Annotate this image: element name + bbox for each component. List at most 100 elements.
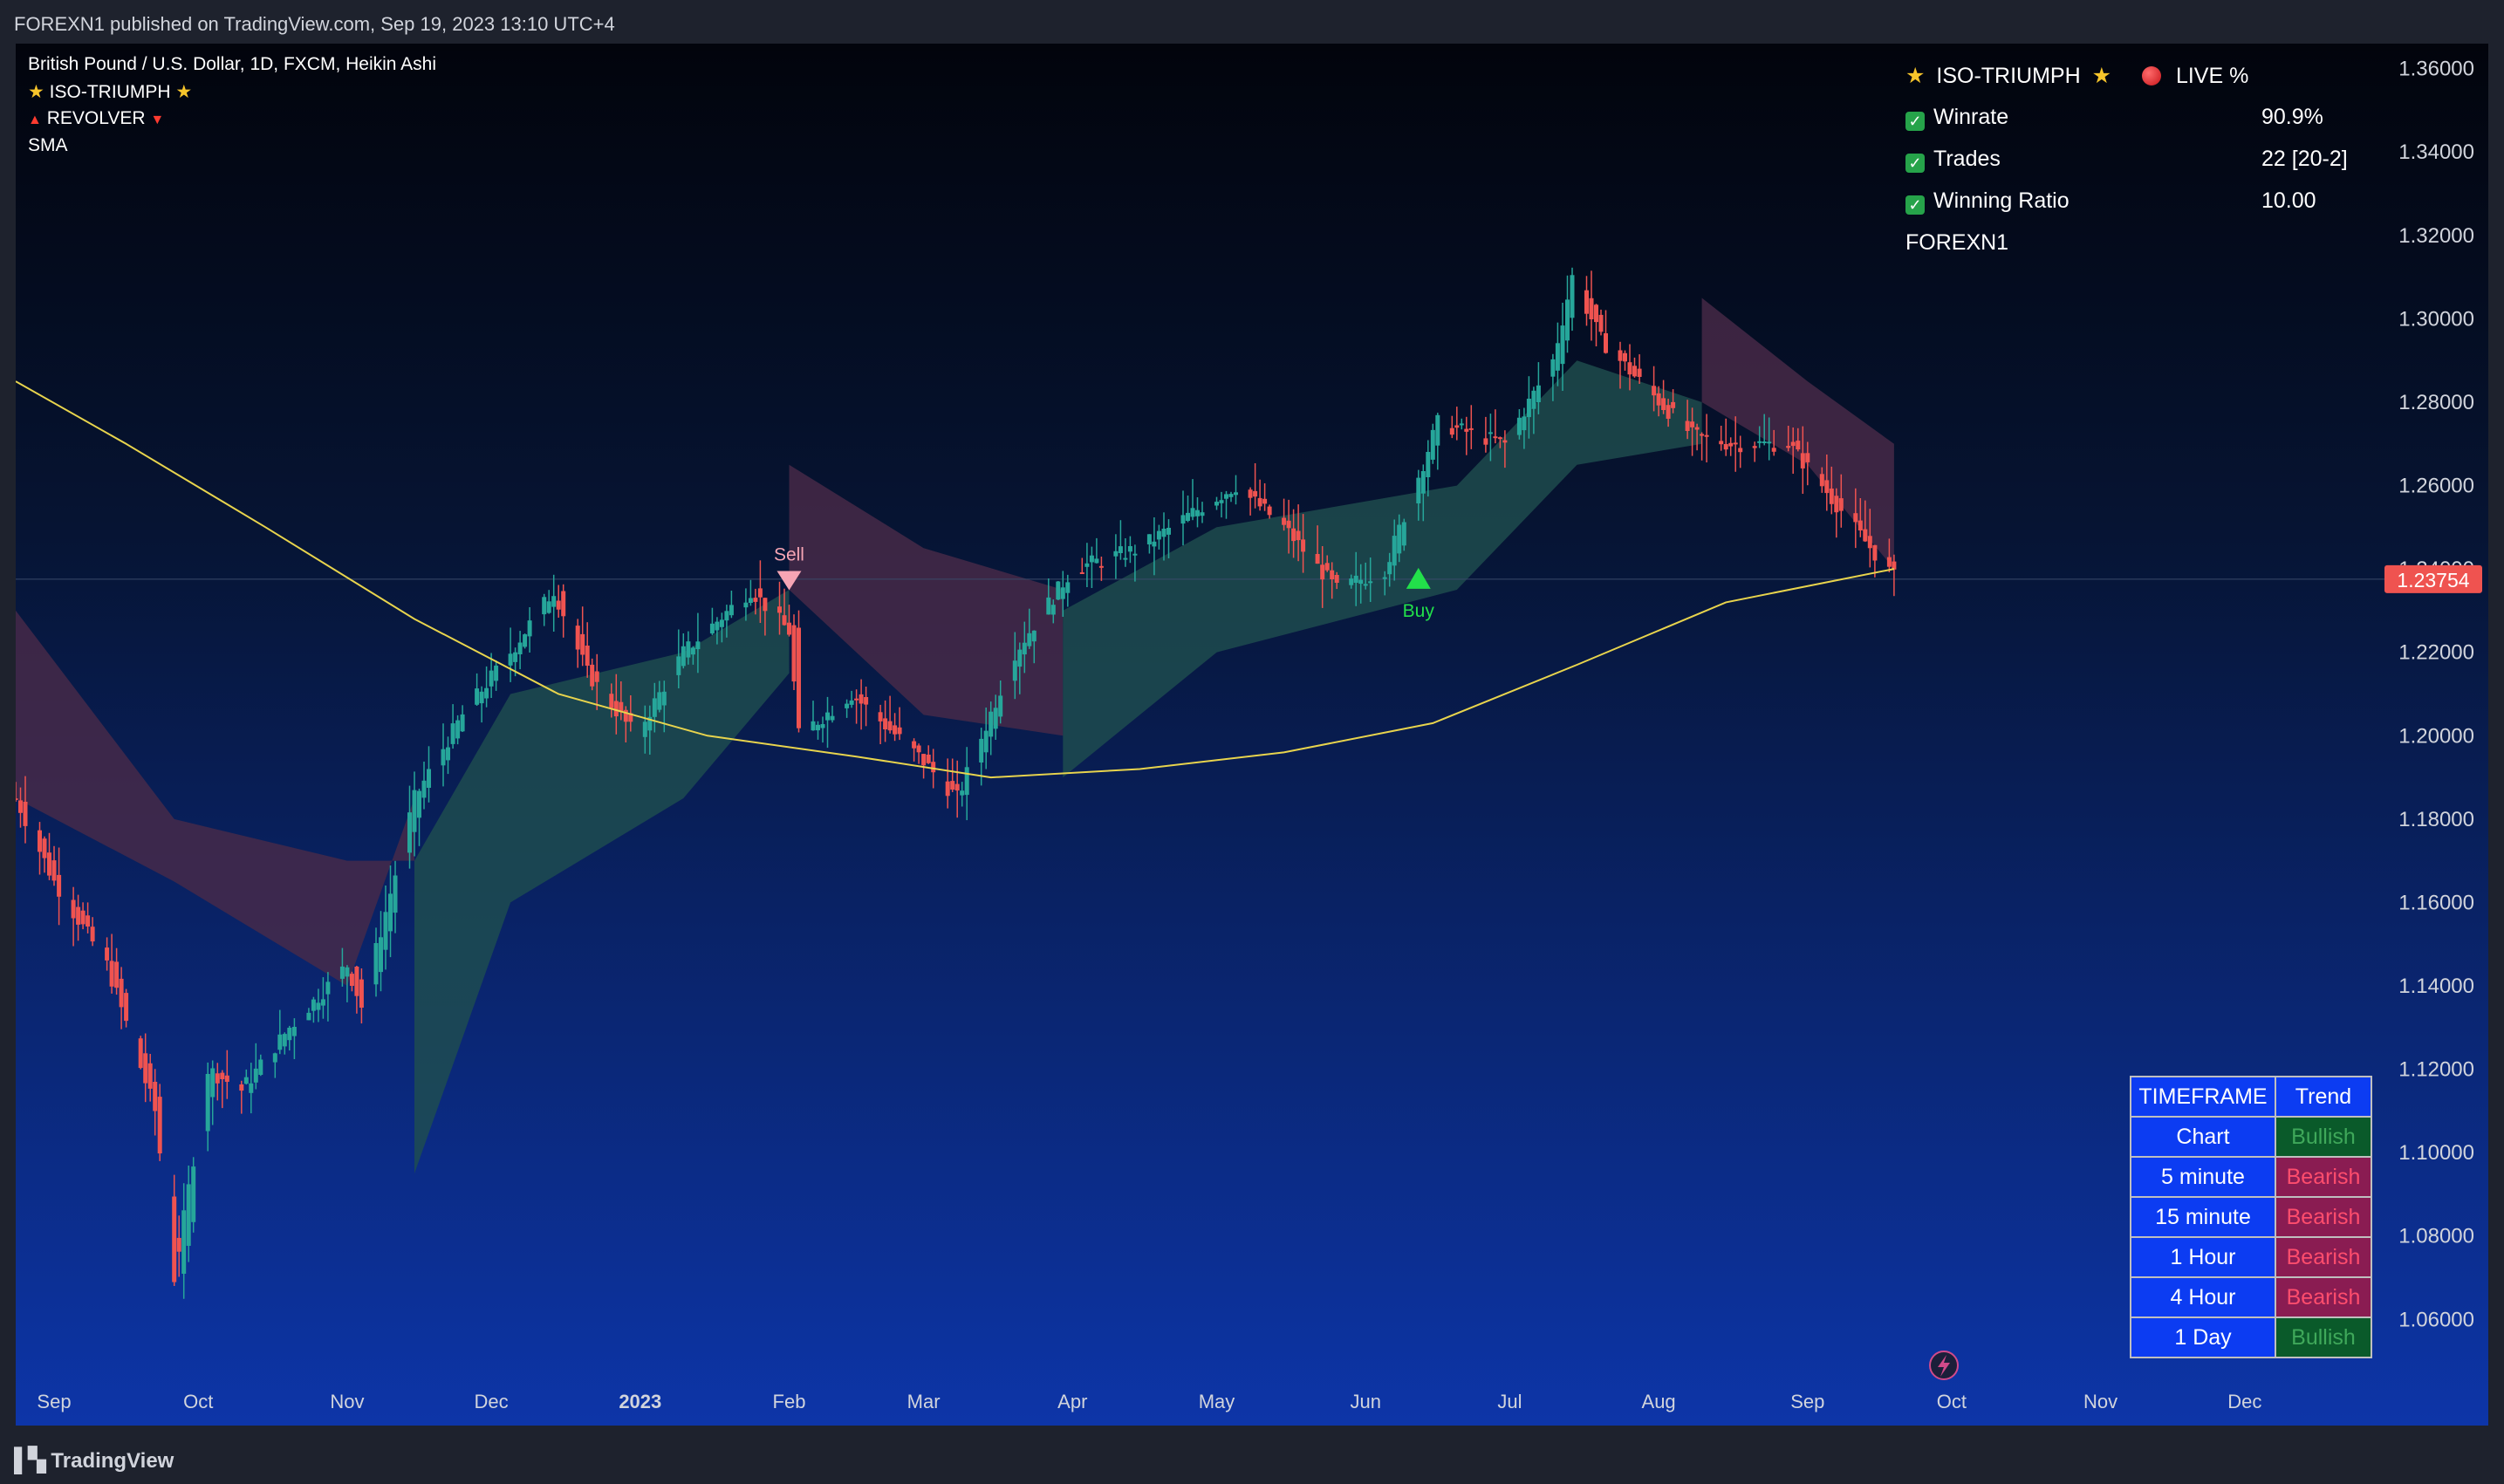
bull-candle: [979, 738, 984, 763]
bear-candle: [628, 713, 633, 722]
time-tick-label: Nov: [2083, 1391, 2117, 1412]
legend-iso-triumph[interactable]: ★ ISO-TRIUMPH ★: [28, 81, 192, 103]
bull-candle: [1349, 578, 1354, 585]
bull-candle: [983, 730, 989, 753]
bull-candle: [993, 708, 998, 729]
legend-revolver-label: REVOLVER: [46, 108, 146, 128]
bear-candle: [787, 622, 791, 635]
bear-candle: [921, 754, 927, 766]
bull-candle: [1132, 553, 1138, 556]
stats-value: 90.9%: [2261, 105, 2323, 129]
timeframe-cell: 1 Hour: [2130, 1236, 2276, 1278]
price-tick-label: 1.20000: [2398, 724, 2474, 748]
bear-candle: [1618, 350, 1623, 361]
trend-cell: Bearish: [2275, 1156, 2372, 1198]
checkmark-icon: ✓: [1905, 154, 1925, 173]
bear-candle: [1334, 575, 1339, 583]
bear-candle: [1637, 368, 1642, 377]
bull-candle: [1224, 494, 1228, 499]
bear-candle: [912, 741, 917, 749]
symbol-title[interactable]: British Pound / U.S. Dollar, 1D, FXCM, H…: [28, 54, 436, 74]
time-tick-label: Nov: [330, 1391, 364, 1412]
bull-candle: [186, 1184, 191, 1246]
time-tick-label: Apr: [1057, 1391, 1087, 1412]
bull-candle: [743, 602, 749, 608]
bear-candle: [575, 626, 580, 650]
price-tick-label: 1.08000: [2398, 1225, 2474, 1248]
legend-iso-triumph-label: ISO-TRIUMPH: [49, 82, 171, 102]
bull-candle: [339, 966, 345, 979]
bear-candle: [143, 1053, 148, 1084]
bear-candle: [138, 1038, 143, 1069]
legend-sma[interactable]: SMA: [28, 135, 68, 155]
stats-label: Winning Ratio: [1933, 188, 2070, 213]
signal-layer: Sell Buy: [774, 545, 1434, 621]
bear-candle: [585, 646, 590, 666]
footer-bar: ▌▚ TradingView: [0, 1431, 2504, 1484]
bear-candle: [1079, 572, 1084, 574]
stats-row-trades: ✓ Trades: [1905, 147, 2001, 173]
price-tick-label: 1.32000: [2398, 224, 2474, 248]
bull-candle: [647, 716, 653, 731]
bull-candle: [1012, 660, 1017, 681]
bear-candle: [42, 838, 47, 858]
bull-candle: [1536, 385, 1541, 402]
bull-candle: [210, 1068, 216, 1098]
bull-candle: [345, 967, 350, 977]
tradingview-logo[interactable]: ▌▚ TradingView: [14, 1446, 174, 1474]
bear-candle: [1666, 405, 1671, 419]
bear-candle: [1267, 506, 1272, 516]
bear-candle: [926, 755, 931, 763]
timeframe-cell: 5 minute: [2130, 1156, 2276, 1198]
table-row: 15 minute Bearish: [2130, 1196, 2372, 1238]
bear-candle: [1449, 427, 1454, 435]
bear-candle: [916, 745, 921, 753]
bear-candle: [1483, 438, 1488, 445]
legend-revolver[interactable]: ▲ REVOLVER ▼: [28, 108, 164, 129]
bull-candle: [1228, 494, 1234, 497]
time-tick-label: Mar: [907, 1391, 941, 1412]
bear-candle: [580, 633, 585, 655]
bull-candle: [989, 711, 994, 737]
stats-author: FOREXN1: [1905, 230, 2009, 255]
time-tick-label: Feb: [773, 1391, 806, 1412]
stats-title-row: ★ ISO-TRIUMPH ★ LIVE %: [1905, 63, 2248, 89]
bull-candle: [484, 687, 489, 699]
bear-candle: [1886, 557, 1892, 567]
time-tick-label: Aug: [1642, 1391, 1676, 1412]
bear-candle: [556, 600, 561, 610]
price-chart[interactable]: Sell Buy 1.36000 1.34000 1.32000 1.30000 1.28…: [13, 44, 2488, 1426]
cloud-layer: [16, 297, 1894, 1174]
bear-candle: [1320, 564, 1325, 580]
bear-candle: [859, 694, 864, 704]
bull-candle: [1190, 508, 1195, 517]
bear-candle: [1493, 436, 1498, 439]
bear-candle: [1805, 453, 1810, 462]
bull-candle: [546, 601, 551, 613]
bear-candle: [114, 961, 120, 988]
bull-candle: [1118, 546, 1123, 553]
bull-candle: [849, 700, 854, 705]
bull-cloud: [414, 590, 790, 1174]
bull-candle: [964, 767, 969, 796]
bolt-glyph: [1938, 1355, 1950, 1377]
bull-candle: [1031, 630, 1036, 642]
replay-button[interactable]: [1929, 1351, 1959, 1380]
chart-area[interactable]: Sell Buy 1.36000 1.34000 1.32000 1.30000 1.28…: [13, 44, 2488, 1426]
bear-candle: [1594, 304, 1598, 323]
bear-candle: [1690, 421, 1695, 427]
bull-candle: [1522, 416, 1527, 431]
bull-candle: [1353, 575, 1358, 583]
bear-candle: [1838, 498, 1844, 511]
bull-candle: [1430, 429, 1435, 460]
bull-candle: [291, 1027, 297, 1036]
bear-candle: [71, 899, 76, 919]
bear-candle: [220, 1072, 225, 1079]
live-label: LIVE %: [2175, 64, 2249, 88]
price-tick-label: 1.26000: [2398, 475, 2474, 498]
bear-candle: [1584, 290, 1589, 314]
bear-candle: [1819, 474, 1824, 487]
bear-candle: [215, 1073, 220, 1084]
bear-candle: [623, 709, 628, 722]
bear-candle: [1652, 386, 1657, 396]
